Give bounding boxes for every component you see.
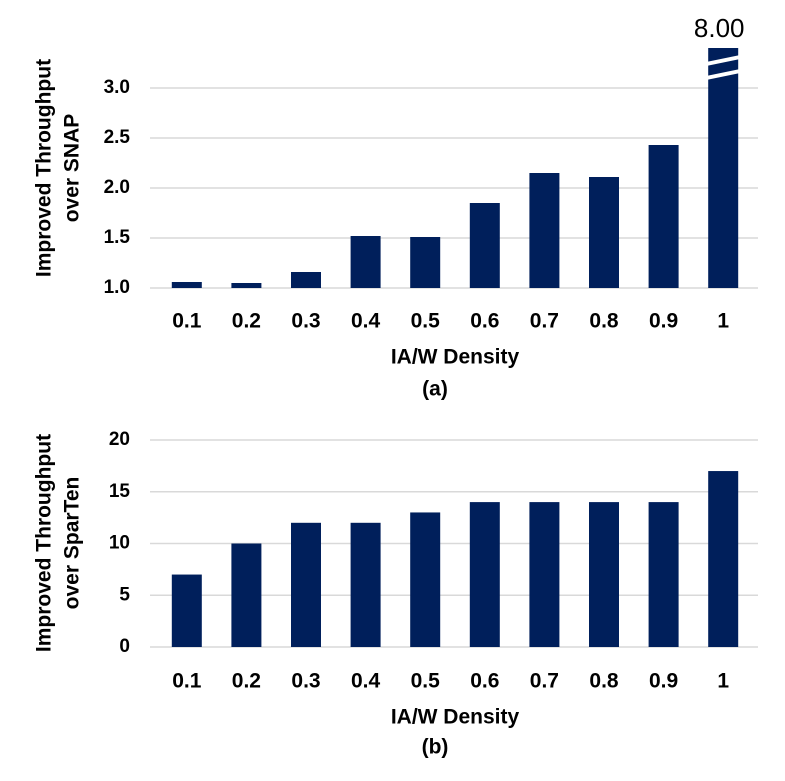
bar [589, 502, 619, 647]
x-tick-label: 0.8 [589, 670, 619, 693]
bars [171, 48, 739, 288]
bar [469, 203, 500, 288]
axis-break [706, 55, 741, 66]
x-tick-label: 1 [717, 310, 729, 333]
bar [529, 502, 560, 647]
x-tick-label: 0.3 [291, 310, 320, 333]
bar [231, 283, 262, 288]
x-tick-label: 0.7 [530, 310, 559, 333]
x-tick-label: 0.9 [649, 310, 678, 333]
x-tick-label: 0.1 [172, 310, 202, 333]
x-tick-label: 0.8 [589, 310, 619, 333]
bar [529, 173, 560, 288]
y-axis-title: over SparTen [61, 477, 84, 610]
caption: (a) [422, 378, 448, 401]
x-tick-label: 0.5 [411, 670, 441, 693]
x-tick-label: 0.1 [172, 670, 202, 693]
y-tick-label: 1.0 [104, 277, 130, 298]
bar [171, 282, 202, 288]
bar [231, 543, 262, 647]
x-tick-label: 0.7 [530, 670, 559, 693]
bar [291, 522, 321, 647]
bar [589, 177, 619, 288]
x-axis-title: IA/W Density [391, 346, 520, 369]
x-tick-label: 0.6 [470, 310, 499, 333]
bar [410, 237, 441, 288]
x-tick-label: 0.4 [351, 670, 381, 693]
y-tick-label: 1.5 [104, 227, 131, 248]
bar [410, 512, 441, 647]
x-axis-title: IA/W Density [391, 706, 520, 729]
bar [171, 574, 202, 647]
bars [171, 471, 739, 647]
bar [708, 48, 739, 288]
y-tick-label: 5 [119, 584, 130, 605]
y-axis-title: Improved Throughput [33, 434, 56, 652]
y-tick-label: 3.0 [104, 77, 130, 98]
x-tick-label: 0.2 [232, 310, 261, 333]
x-tick-label: 0.4 [351, 310, 381, 333]
bar [648, 502, 679, 647]
y-axis-title: over SNAP [61, 114, 84, 223]
y-tick-label: 2.0 [104, 177, 130, 198]
bar [350, 236, 381, 288]
bar [469, 502, 500, 647]
y-tick-label: 15 [109, 481, 131, 502]
value-label: 8.00 [694, 13, 745, 43]
x-tick-label: 1 [717, 670, 729, 693]
caption: (b) [422, 736, 449, 759]
y-tick-label: 10 [109, 533, 130, 554]
bar [648, 145, 679, 288]
bar [350, 522, 381, 647]
y-tick-label: 0 [119, 636, 130, 657]
x-tick-label: 0.2 [232, 670, 261, 693]
y-tick-label: 20 [109, 429, 130, 450]
axis-break [706, 69, 741, 80]
bar [708, 471, 739, 647]
y-tick-label: 2.5 [104, 127, 131, 148]
y-axis-title: Improved Throughput [33, 59, 56, 277]
x-tick-label: 0.3 [291, 670, 320, 693]
bar [291, 272, 321, 288]
x-tick-label: 0.5 [411, 310, 441, 333]
x-tick-label: 0.6 [470, 670, 499, 693]
x-tick-label: 0.9 [649, 670, 678, 693]
